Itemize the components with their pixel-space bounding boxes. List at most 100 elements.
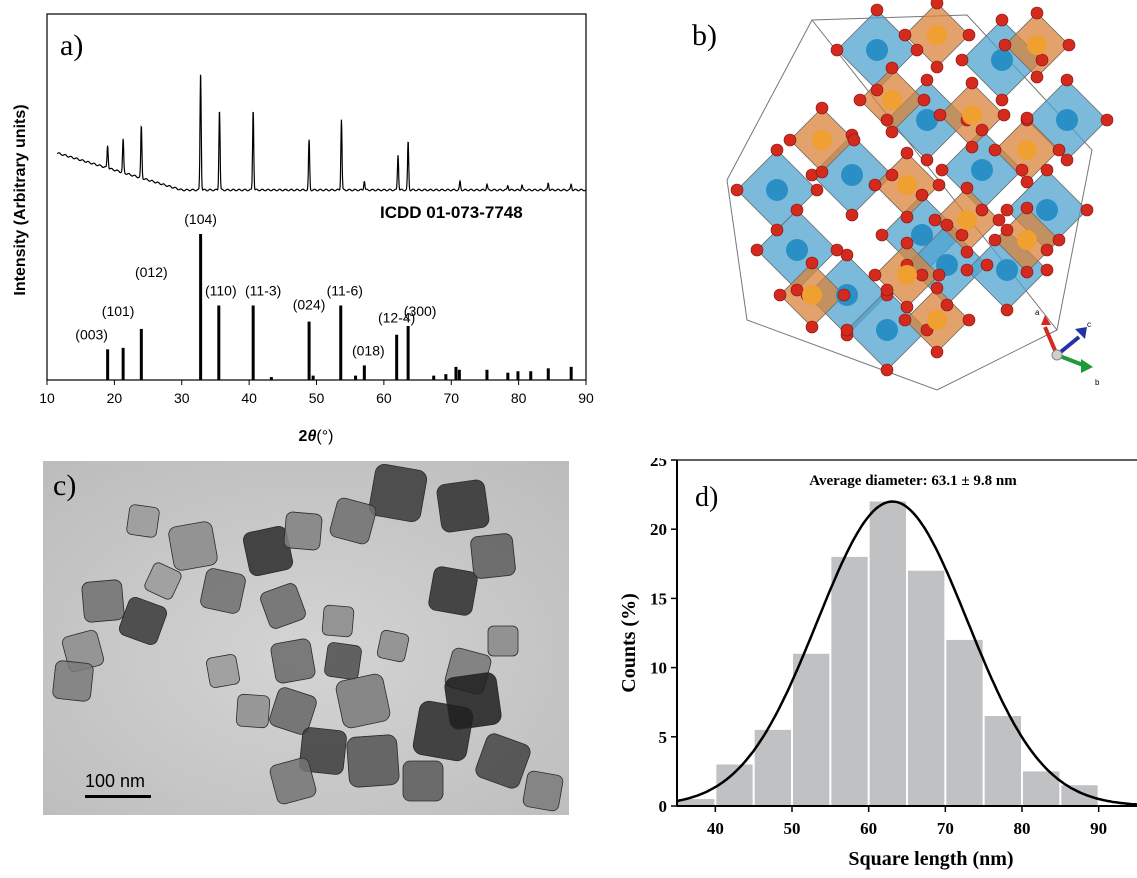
histogram-bar [1023,771,1060,806]
nanoparticle [118,596,168,646]
oxygen-atom [910,43,924,57]
oxygen-atom [1060,73,1074,87]
xrd-plot-frame [46,13,587,381]
oxygen-atom [915,188,929,202]
oxygen-atom [898,313,912,327]
metal-atom-blue [991,49,1013,71]
oxygen-atom [955,53,969,67]
histogram-y-tick-label: 10 [650,659,667,678]
histogram-x-tick-label: 40 [707,819,724,838]
oxygen-atom [1040,163,1054,177]
nanoparticle [329,497,377,545]
oxygen-atom [810,183,824,197]
xrd-x-tick-label: 90 [578,390,594,406]
oxygen-atom [933,108,947,122]
oxygen-atom [1015,163,1029,177]
xrd-hkl-label: (11-3) [245,283,281,299]
oxygen-atom [930,60,944,74]
oxygen-atom [960,263,974,277]
xrd-hkl-label: (003) [75,326,108,342]
histogram-y-tick-label: 20 [650,520,667,539]
histogram-ylabel: Counts (%) [618,593,640,692]
metal-atom-blue [996,259,1018,281]
histogram-bar [793,653,830,806]
oxygen-atom [805,256,819,270]
oxygen-atom [730,183,744,197]
panel-b-label: b) [692,19,717,52]
oxygen-atom [870,3,884,17]
xrd-x-tick-label: 30 [174,390,190,406]
oxygen-atom [900,210,914,224]
histogram-y-tick-label: 15 [650,589,667,608]
oxygen-atom [783,133,797,147]
nanoparticle [487,625,519,657]
xrd-x-tick-label: 50 [309,390,325,406]
metal-atom-orange [1027,35,1047,55]
metal-atom-orange [897,265,917,285]
oxygen-atom [853,93,867,107]
xrd-hkl-label: (012) [135,264,168,280]
axis-label-b: b [1095,378,1100,387]
histogram-title: Average diameter: 63.1 ± 9.8 nm [809,473,1017,489]
xrd-x-tick-label: 70 [443,390,459,406]
oxygen-atom [885,125,899,139]
oxygen-atom [962,28,976,42]
panel-a-label: a) [60,29,83,62]
xrd-x-tick-label: 20 [107,390,123,406]
oxygen-atom [960,245,974,259]
oxygen-atom [955,228,969,242]
metal-atom-blue [876,319,898,341]
oxygen-atom [988,233,1002,247]
metal-atom-blue [1056,109,1078,131]
oxygen-atom [815,101,829,115]
metal-atom-orange [882,90,902,110]
oxygen-atom [1080,203,1094,217]
oxygen-atom [920,153,934,167]
nanoparticle [428,566,478,616]
oxygen-atom [750,243,764,257]
xrd-reference-label: ICDD 01-073-7748 [380,203,523,222]
xrd-x-tick-label: 40 [241,390,257,406]
oxygen-atom [998,38,1012,52]
nanoparticle [260,583,306,629]
xrd-x-tick-label: 10 [39,390,55,406]
nanoparticle [522,770,564,812]
xrd-chart: a) Intensity (Arbitrary units) ICDD 01-0… [12,13,594,445]
panel-c-label: c) [53,469,77,502]
axis-label-a: a [1035,308,1040,317]
nanoparticle [206,654,240,688]
xrd-experimental-line [56,74,587,192]
nanoparticle [376,629,410,663]
histogram-xlabel: Square length (nm) [848,848,1013,870]
oxygen-atom [1000,203,1014,217]
oxygen-atom [960,181,974,195]
nanoparticle [470,533,516,579]
oxygen-atom [880,113,894,127]
nanoparticle [126,504,160,538]
histogram-bar [984,716,1021,806]
histogram-y-tick-label: 25 [650,458,667,470]
oxygen-atom [875,228,889,242]
oxygen-atom [1030,6,1044,20]
histogram-y-tick-label: 0 [659,797,668,816]
oxygen-atom [1040,243,1054,257]
nanoparticle [235,693,271,729]
oxygen-atom [1100,113,1114,127]
metal-atom-blue [786,239,808,261]
nanoparticle [321,604,355,638]
oxygen-atom [932,178,946,192]
oxygen-atom [995,93,1009,107]
nanoparticle [436,479,490,533]
oxygen-atom [805,320,819,334]
histogram-bar [678,799,715,806]
nanoparticle [444,672,502,730]
oxygen-atom [1035,53,1049,67]
histogram-x-tick-label: 60 [860,819,877,838]
oxygen-atom [962,313,976,327]
oxygen-atom [975,203,989,217]
oxygen-atom [1060,153,1074,167]
oxygen-atom [885,168,899,182]
oxygen-atom [995,13,1009,27]
oxygen-atom [880,363,894,377]
xrd-hkl-label: (300) [404,303,437,319]
